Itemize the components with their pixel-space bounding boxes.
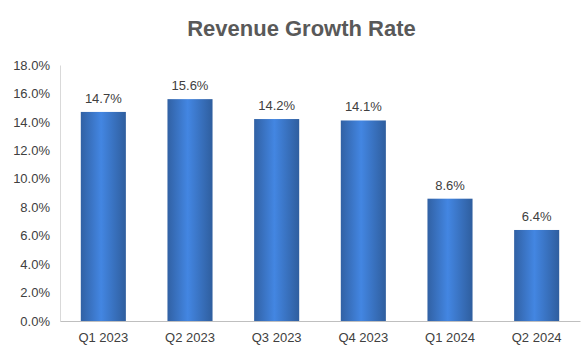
- y-axis: 0.0% 2.0% 4.0% 6.0% 8.0% 10.0% 12.0% 14.0% 16.0%…: [13, 58, 60, 329]
- y-tick: 14.0%: [13, 115, 60, 130]
- y-tick: 10.0%: [13, 171, 60, 186]
- bar: [514, 230, 559, 321]
- data-label: 15.6%: [172, 78, 209, 93]
- data-label: 14.2%: [258, 98, 295, 113]
- x-tick: Q4 2023: [338, 321, 388, 345]
- y-axis-line: [60, 66, 61, 322]
- y-tick-label: 2.0%: [20, 285, 50, 300]
- x-axis: Q1 2023 Q2 2023 Q3 2023 Q4 2023 Q1 2024 Q2 20…: [61, 321, 581, 345]
- y-tick-label: 4.0%: [20, 257, 50, 272]
- bar: [254, 119, 299, 321]
- y-tick: 0.0%: [20, 314, 60, 329]
- y-tick-label: 16.0%: [13, 86, 50, 101]
- x-tick-label: Q1 2023: [78, 330, 128, 345]
- bar: [341, 120, 386, 321]
- y-tick: 16.0%: [13, 86, 60, 101]
- y-tick: 6.0%: [20, 228, 60, 243]
- x-tick: Q3 2023: [252, 321, 302, 345]
- y-tick-label: 8.0%: [20, 200, 50, 215]
- y-tick-label: 0.0%: [20, 314, 50, 329]
- y-tick-label: 14.0%: [13, 115, 50, 130]
- data-labels: 14.7% 15.6% 14.2% 14.1% 8.6% 6.4%: [85, 78, 552, 224]
- x-tick: Q2 2023: [165, 321, 215, 345]
- data-label: 14.1%: [345, 99, 382, 114]
- x-tick-label: Q2 2024: [512, 330, 562, 345]
- y-tick-label: 6.0%: [20, 228, 50, 243]
- y-tick: 18.0%: [13, 58, 60, 73]
- x-tick: Q2 2024: [512, 321, 562, 345]
- chart: Revenue Growth Rate 0.0% 2.0% 4.0% 6.0% 8.0% 1…: [0, 0, 583, 356]
- data-label: 8.6%: [435, 178, 465, 193]
- y-tick: 8.0%: [20, 200, 60, 215]
- x-tick: Q1 2023: [78, 321, 128, 345]
- x-tick: Q1 2024: [425, 321, 475, 345]
- chart-title: Revenue Growth Rate: [187, 16, 416, 41]
- x-tick-label: Q2 2023: [165, 330, 215, 345]
- x-tick-label: Q3 2023: [252, 330, 302, 345]
- bar: [167, 99, 212, 321]
- data-label: 6.4%: [522, 209, 552, 224]
- y-tick-label: 18.0%: [13, 58, 50, 73]
- plot-area: 0.0% 2.0% 4.0% 6.0% 8.0% 10.0% 12.0% 14.0% 16.0%…: [13, 58, 580, 346]
- y-tick: 2.0%: [20, 285, 60, 300]
- y-tick-label: 10.0%: [13, 171, 50, 186]
- data-label: 14.7%: [85, 91, 122, 106]
- bar: [427, 199, 472, 321]
- bars: [81, 99, 559, 321]
- x-tick-label: Q4 2023: [338, 330, 388, 345]
- bar: [81, 112, 126, 321]
- x-axis-line: [61, 321, 581, 322]
- y-tick: 4.0%: [20, 257, 60, 272]
- y-tick-label: 12.0%: [13, 143, 50, 158]
- y-tick: 12.0%: [13, 143, 60, 158]
- x-tick-label: Q1 2024: [425, 330, 475, 345]
